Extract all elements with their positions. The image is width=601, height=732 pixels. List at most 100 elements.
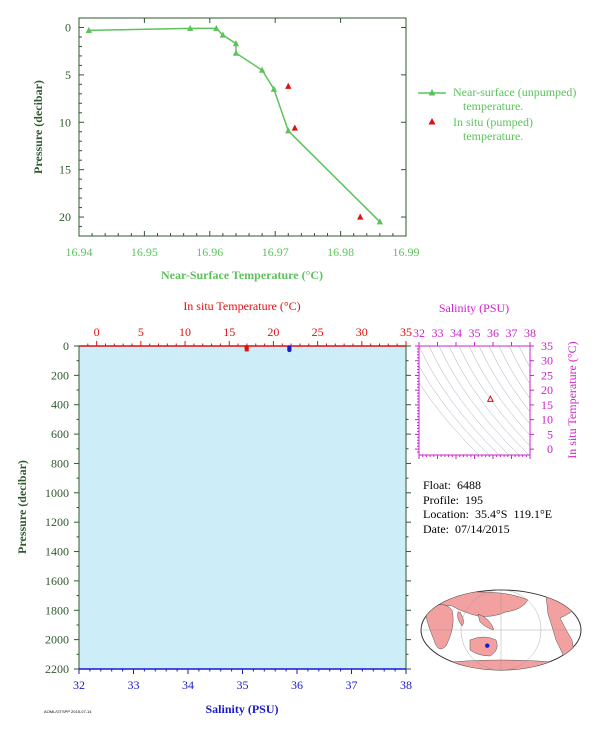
pressure-tick-label: 1400 (45, 545, 69, 559)
temperature-tick-label: 30 (356, 325, 368, 339)
salinity-tick-label: 36 (291, 678, 303, 692)
near-surface-point (213, 24, 220, 32)
ts-density-contour (448, 346, 530, 455)
ts-ylabel: In situ Temperature (°C) (565, 341, 579, 458)
ts-density-contour (518, 346, 530, 368)
footer-code: AOML/GTSPP 2015-07-14 (44, 709, 92, 714)
ts-x-tick-label: 38 (524, 326, 536, 340)
ts-x-tick-label: 32 (413, 326, 425, 340)
y-tick-label: 15 (59, 163, 71, 177)
x-tick-label: 16.96 (196, 245, 223, 259)
legend-label-near-surface: Near-surface (unpumped) temperature. (453, 85, 576, 113)
insitu-point (357, 213, 364, 220)
profile-row: Profile: 195 (423, 493, 552, 508)
date-label: Date: (423, 521, 449, 536)
float-location-marker (485, 643, 490, 648)
temperature-tick-label: 15 (223, 325, 235, 339)
ts-y-tick-label: 35 (541, 339, 553, 353)
location-value: 35.4°S 119.1°E (474, 507, 553, 521)
salinity-point (287, 347, 292, 353)
ts-y-tick-label: 30 (541, 354, 553, 368)
pressure-tick-label: 1600 (45, 574, 69, 588)
temperature-tick-label: 25 (312, 325, 324, 339)
pressure-tick-label: 2200 (45, 662, 69, 676)
ts-x-tick-label: 33 (432, 326, 444, 340)
y-tick-label: 10 (59, 115, 71, 129)
pressure-tick-label: 1800 (45, 603, 69, 617)
profile-bottom-xlabel: Salinity (PSU) (205, 702, 278, 716)
pressure-tick-label: 400 (51, 398, 69, 412)
float-label: Float: (423, 478, 452, 492)
near-surface-plot-frame (78, 17, 407, 237)
profile-chart: 0 5 10 15 20 25 30 35 32 33 34 35 36 37 38 0 200 400 600 80… (15, 299, 412, 716)
x-tick-label: 16.94 (66, 245, 93, 259)
ts-density-contour (438, 346, 520, 455)
insitu-temperature-point (244, 347, 249, 352)
profile-top-xlabel: In situ Temperature (°C) (183, 299, 300, 313)
profile-ticks: 0 5 10 15 20 25 30 35 32 33 34 35 36 37 38 0 200 400 600 80… (45, 325, 412, 692)
date-value: 07/14/2015 (455, 521, 510, 536)
near-surface-chart: 16.94 16.95 16.96 16.97 16.98 16.99 0 5 10 15 20 N… (31, 17, 576, 282)
ts-point (486, 395, 494, 402)
ts-density-contour (458, 346, 530, 447)
near-surface-xlabel: Near-Surface Temperature (°C) (161, 268, 323, 282)
ts-density-contour (498, 346, 530, 399)
near-surface-ticks: 16.94 16.95 16.96 16.97 16.98 16.99 0 5 10 15 20 (59, 18, 420, 259)
near-surface-ylabel: Pressure (decibar) (31, 80, 45, 174)
temperature-tick-label: 5 (138, 325, 144, 339)
near-surface-point (85, 26, 92, 33)
near-surface-point (187, 24, 194, 32)
near-surface-point (232, 49, 240, 56)
near-surface-point (258, 66, 266, 73)
ts-plot-frame (418, 345, 531, 456)
legend-marker-near-surface (428, 89, 436, 96)
x-tick-label: 16.98 (327, 245, 354, 259)
legend-label-insitu: In situ (pumped) temperature. (453, 115, 533, 143)
profile-plot-area (78, 345, 407, 670)
salinity-tick-label: 35 (237, 678, 249, 692)
ts-density-contour (428, 346, 510, 455)
ts-y-tick-label: 5 (547, 427, 553, 441)
ts-density-contour (419, 365, 490, 455)
salinity-tick-label: 34 (182, 678, 194, 692)
ts-y-tick-label: 10 (541, 413, 553, 427)
ts-y-tick-label: 15 (541, 398, 553, 412)
insitu-point (285, 82, 292, 89)
float-row: Float: 6488 (423, 478, 552, 493)
ts-density-contour (419, 382, 480, 455)
near-surface-point (270, 85, 278, 92)
pressure-tick-label: 200 (51, 368, 69, 382)
pressure-tick-label: 1000 (45, 486, 69, 500)
ts-x-tick-label: 35 (469, 326, 481, 340)
pressure-tick-label: 600 (51, 427, 69, 441)
ts-x-tick-label: 34 (450, 326, 462, 340)
ts-y-tick-label: 25 (541, 368, 553, 382)
ts-y-tick-label: 0 (547, 442, 553, 456)
insitu-temperature-point (244, 345, 249, 350)
ts-density-contour (468, 346, 530, 436)
near-surface-point (219, 31, 227, 38)
y-tick-label: 0 (65, 20, 71, 34)
pressure-tick-label: 0 (63, 339, 69, 353)
legend-marker-insitu (428, 118, 436, 125)
ts-x-tick-label: 37 (506, 326, 518, 340)
salinity-tick-label: 33 (128, 678, 140, 692)
temperature-tick-label: 35 (400, 325, 412, 339)
pressure-tick-label: 2000 (45, 633, 69, 647)
near-surface-point (232, 40, 240, 47)
near-surface-point (285, 127, 292, 134)
map-land (421, 590, 581, 670)
y-tick-label: 5 (65, 68, 71, 82)
world-map (420, 589, 582, 671)
float-value: 6488 (457, 478, 482, 492)
salinity-tick-label: 38 (400, 678, 412, 692)
ts-density-contour (478, 346, 530, 425)
ts-x-tick-label: 36 (487, 326, 499, 340)
ts-density-contour (508, 346, 530, 385)
near-surface-legend: Near-surface (unpumped) temperature. In s… (418, 85, 576, 143)
ts-y-tick-label: 20 (541, 383, 553, 397)
x-tick-label: 16.95 (131, 245, 158, 259)
ts-density-contour (488, 346, 530, 413)
